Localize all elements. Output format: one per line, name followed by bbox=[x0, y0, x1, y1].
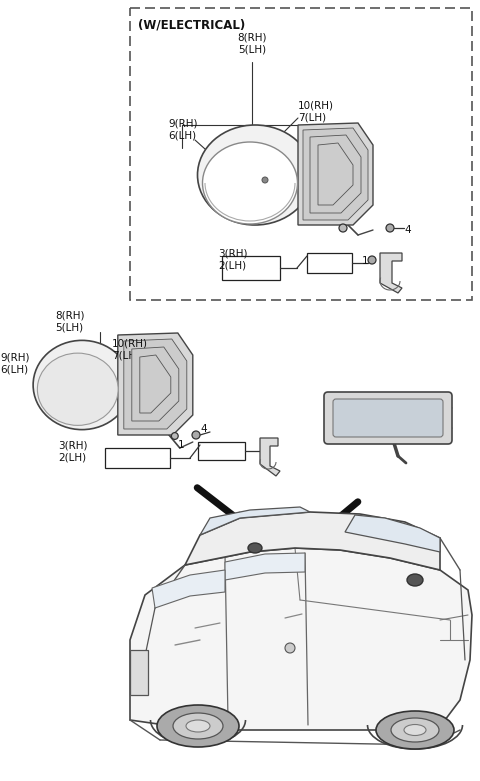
Text: 1: 1 bbox=[362, 256, 369, 266]
Ellipse shape bbox=[391, 718, 439, 742]
Bar bbox=[130, 8, 472, 300]
Ellipse shape bbox=[173, 713, 223, 739]
Polygon shape bbox=[225, 553, 305, 580]
Text: 10(RH)
7(LH): 10(RH) 7(LH) bbox=[112, 338, 148, 360]
Circle shape bbox=[285, 643, 295, 653]
Circle shape bbox=[339, 224, 347, 232]
Text: 9(RH)
6(LH): 9(RH) 6(LH) bbox=[168, 118, 197, 140]
Ellipse shape bbox=[404, 725, 426, 736]
Text: 8(RH)
5(LH): 8(RH) 5(LH) bbox=[55, 310, 84, 332]
Text: 10(RH)
7(LH): 10(RH) 7(LH) bbox=[298, 100, 334, 122]
Text: 9(RH)
6(LH): 9(RH) 6(LH) bbox=[0, 352, 29, 374]
Ellipse shape bbox=[407, 574, 423, 586]
Polygon shape bbox=[140, 355, 171, 413]
Polygon shape bbox=[298, 123, 373, 225]
Bar bbox=[307, 253, 352, 273]
Circle shape bbox=[386, 224, 394, 232]
Circle shape bbox=[171, 433, 178, 440]
Polygon shape bbox=[185, 512, 440, 570]
Polygon shape bbox=[260, 438, 280, 476]
Polygon shape bbox=[303, 128, 368, 220]
Ellipse shape bbox=[248, 543, 262, 553]
Bar bbox=[222, 256, 280, 280]
Polygon shape bbox=[124, 339, 187, 429]
Polygon shape bbox=[132, 347, 179, 421]
Ellipse shape bbox=[203, 142, 298, 224]
Ellipse shape bbox=[197, 125, 312, 225]
Polygon shape bbox=[318, 143, 353, 205]
Text: 3(RH)
2(LH): 3(RH) 2(LH) bbox=[218, 248, 248, 270]
Ellipse shape bbox=[37, 353, 118, 426]
Polygon shape bbox=[310, 135, 361, 213]
Polygon shape bbox=[130, 548, 472, 730]
Text: 4: 4 bbox=[200, 424, 206, 434]
Ellipse shape bbox=[376, 711, 454, 749]
Circle shape bbox=[368, 256, 376, 264]
Polygon shape bbox=[152, 570, 225, 608]
Ellipse shape bbox=[186, 720, 210, 732]
Text: 3(RH)
2(LH): 3(RH) 2(LH) bbox=[58, 440, 87, 462]
Ellipse shape bbox=[157, 705, 239, 747]
FancyBboxPatch shape bbox=[333, 399, 443, 437]
Circle shape bbox=[262, 177, 268, 183]
Text: 1: 1 bbox=[178, 440, 185, 450]
Polygon shape bbox=[118, 333, 193, 435]
Polygon shape bbox=[345, 515, 440, 552]
Text: (W/ELECTRICAL): (W/ELECTRICAL) bbox=[138, 18, 245, 31]
Polygon shape bbox=[380, 253, 402, 293]
Text: 4: 4 bbox=[404, 225, 410, 235]
FancyBboxPatch shape bbox=[324, 392, 452, 444]
Text: 11: 11 bbox=[358, 398, 371, 408]
Circle shape bbox=[192, 431, 200, 439]
Bar bbox=[198, 442, 245, 460]
Bar bbox=[105, 448, 170, 468]
Polygon shape bbox=[200, 507, 310, 535]
Text: 8(RH)
5(LH): 8(RH) 5(LH) bbox=[237, 32, 267, 54]
Ellipse shape bbox=[33, 341, 131, 430]
Bar bbox=[130, 650, 148, 695]
